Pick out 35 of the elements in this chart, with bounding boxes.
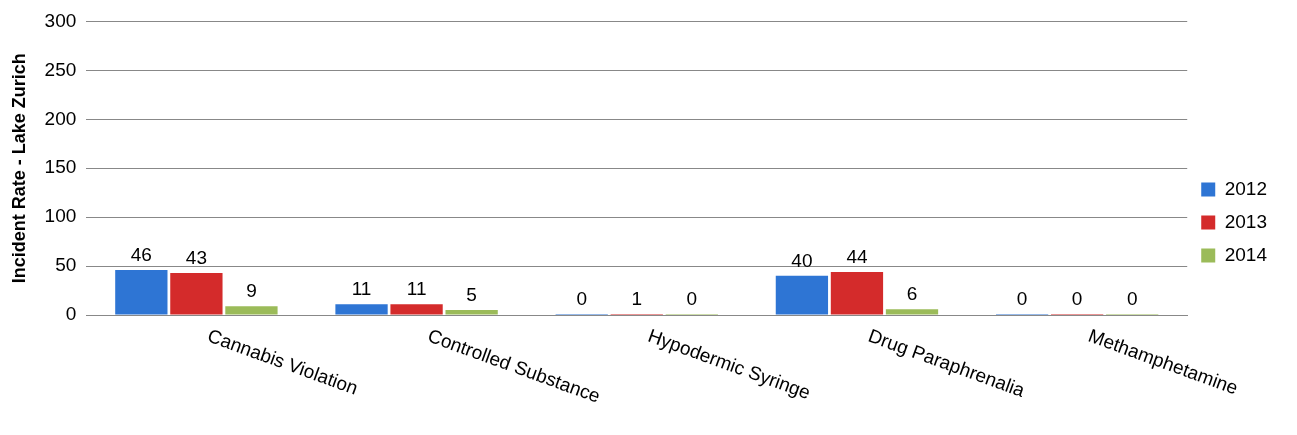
data-label: 11 (406, 277, 427, 299)
y-axis-title: Incident Rate - Lake Zurich (8, 53, 29, 284)
y-tick-label: 250 (44, 58, 77, 80)
data-label: 0 (1016, 287, 1028, 309)
data-label: 11 (351, 277, 372, 299)
bar (775, 275, 829, 315)
y-tick-label: 50 (55, 254, 77, 276)
y-tick-label: 300 (44, 9, 77, 31)
data-label: 0 (1071, 287, 1083, 309)
data-label: 44 (846, 245, 868, 267)
y-tick-label: 0 (65, 303, 77, 325)
bar (335, 304, 388, 315)
data-label: 0 (686, 287, 698, 309)
data-label: 0 (1126, 287, 1138, 309)
data-label: 0 (576, 287, 588, 309)
data-label: 6 (906, 282, 918, 304)
bar (115, 269, 168, 315)
data-label: 43 (185, 246, 207, 268)
data-label: 9 (246, 279, 257, 301)
legend-label: 2013 (1224, 210, 1268, 232)
y-tick-label: 100 (44, 205, 77, 227)
legend-label: 2012 (1224, 177, 1268, 199)
data-label: 46 (130, 243, 152, 265)
data-label: 40 (791, 249, 813, 271)
legend-label: 2014 (1224, 243, 1268, 265)
y-tick-label: 150 (44, 156, 77, 178)
bar (830, 271, 884, 315)
bar (885, 309, 939, 315)
bar (225, 306, 278, 315)
bar (445, 310, 498, 315)
bar (170, 272, 223, 315)
data-label: 5 (466, 283, 477, 305)
y-tick-label: 200 (44, 107, 77, 129)
bar (390, 304, 443, 315)
data-label: 1 (631, 287, 643, 309)
